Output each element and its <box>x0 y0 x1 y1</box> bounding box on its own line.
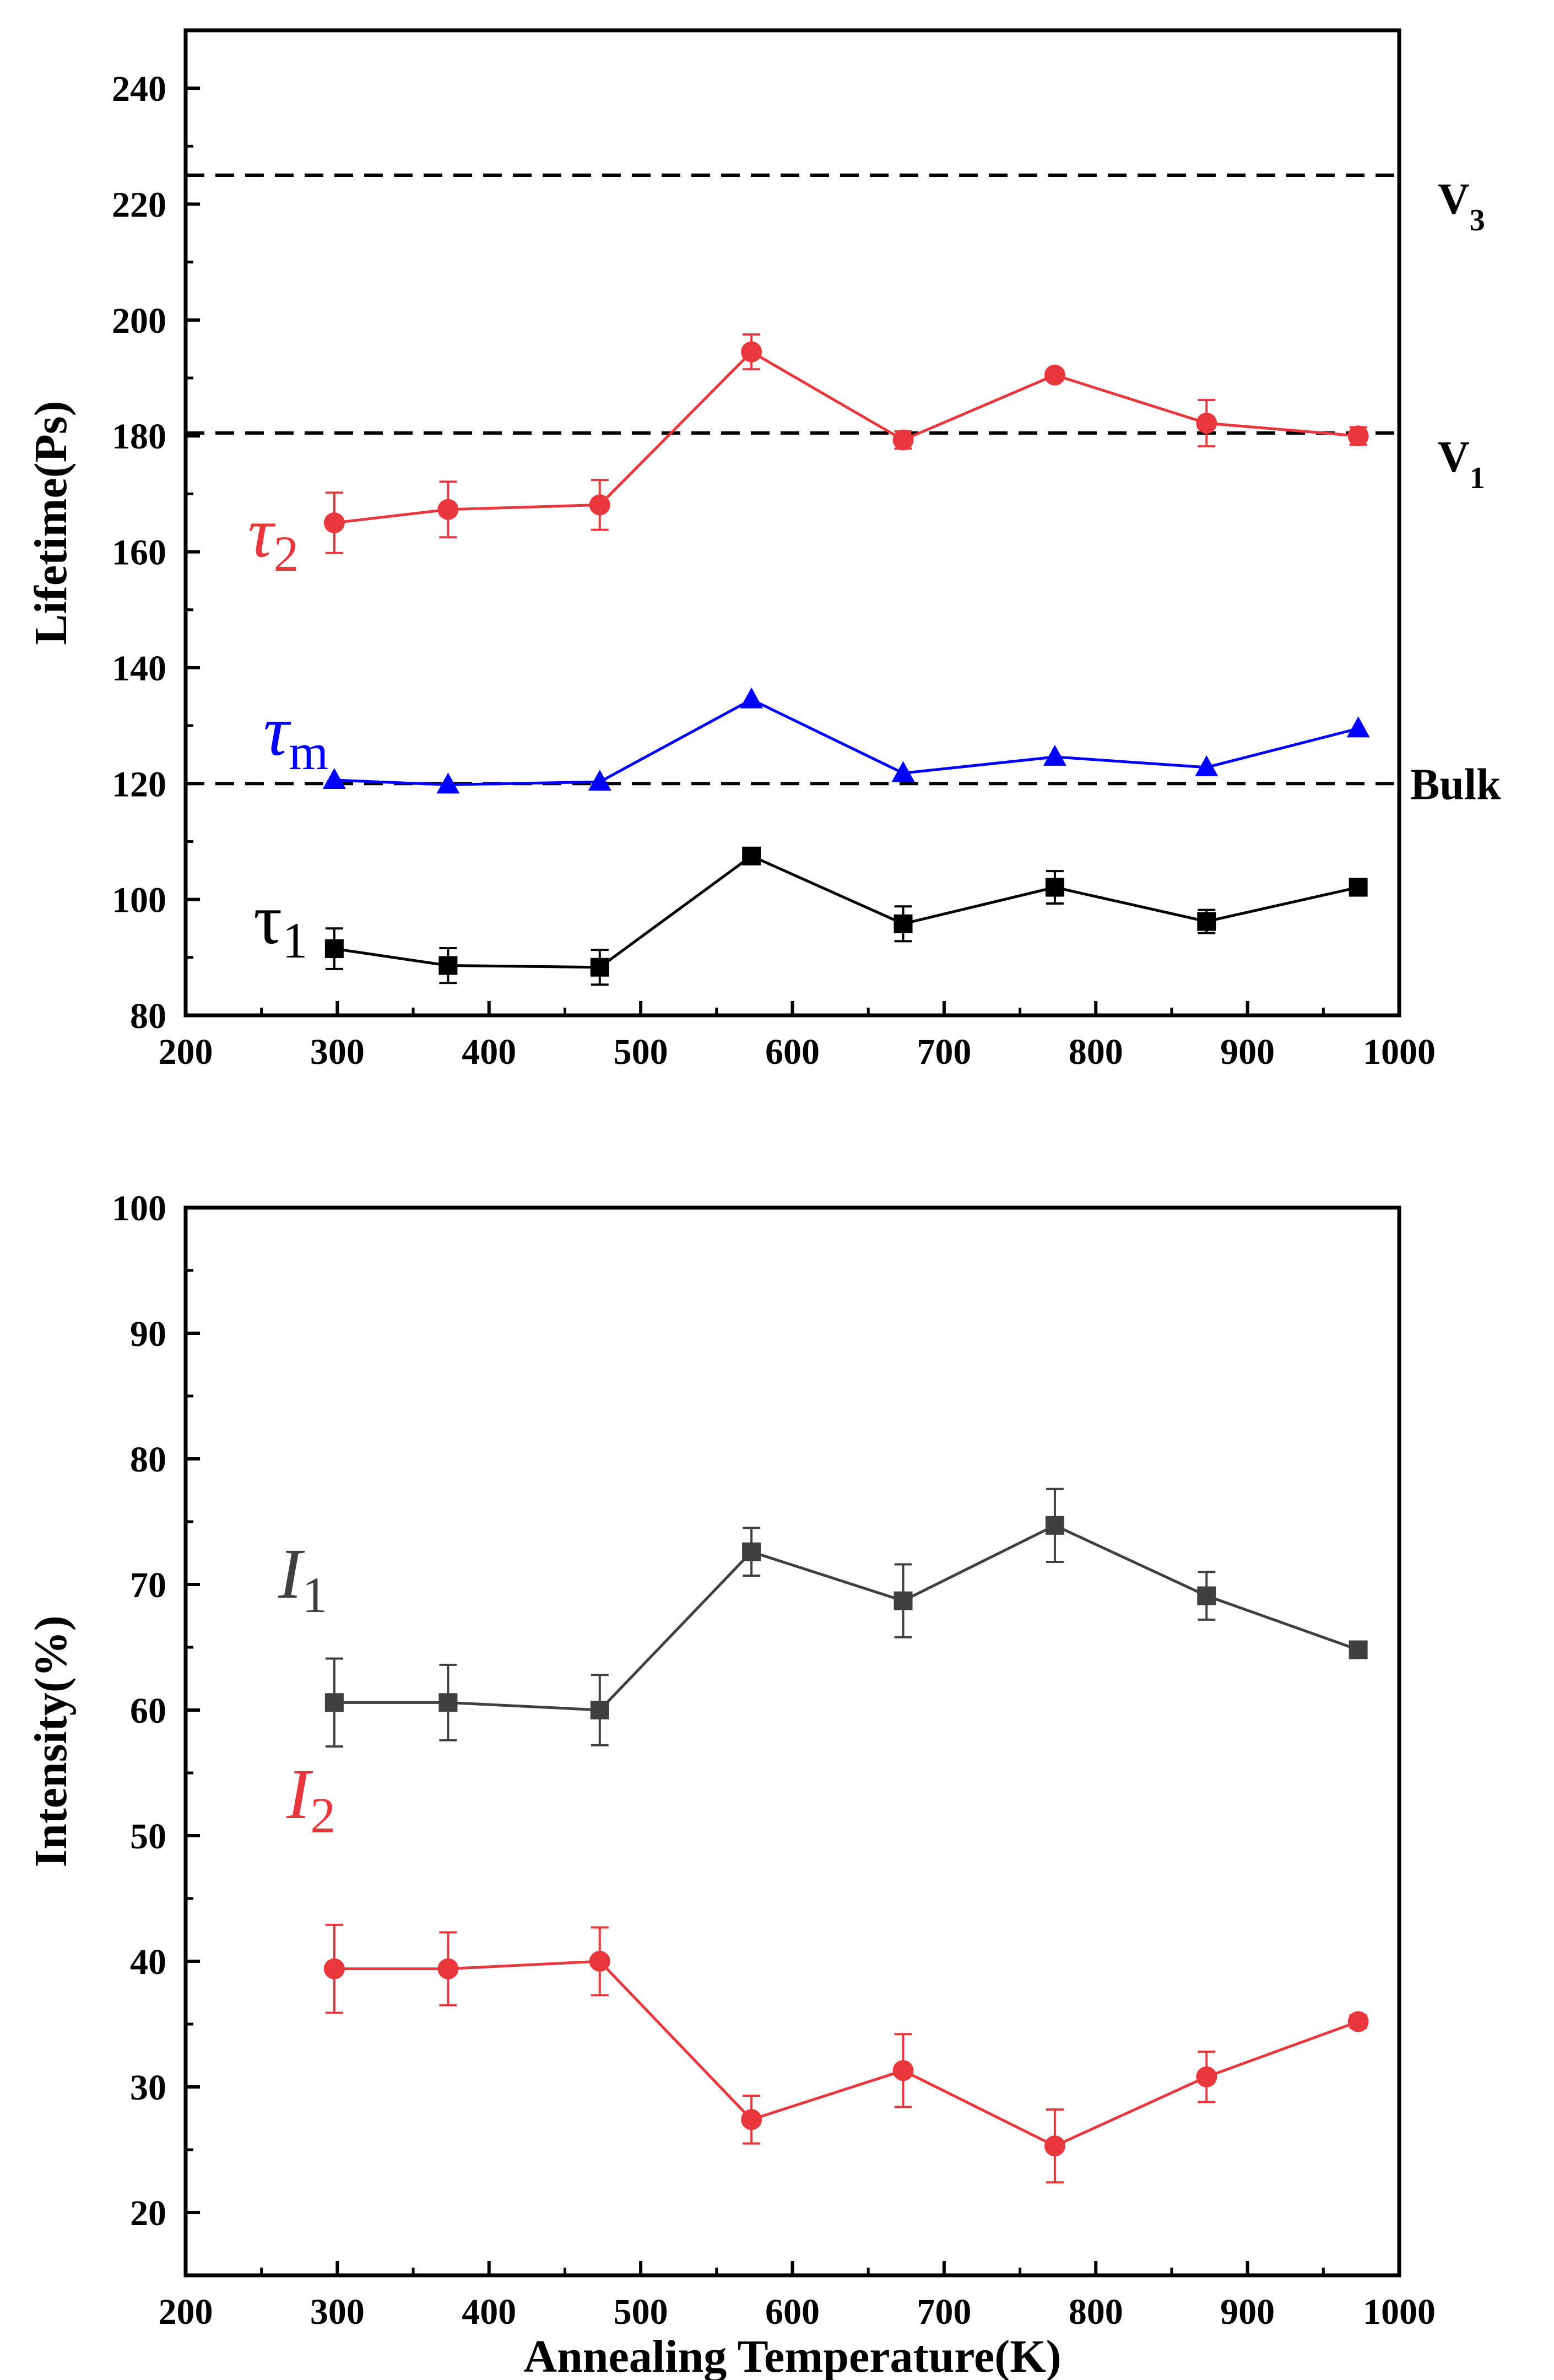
data-point <box>1195 755 1219 776</box>
series-label: I1 <box>278 1534 327 1623</box>
x-tick-label: 500 <box>614 1032 668 1072</box>
data-point <box>589 494 610 516</box>
series-line <box>334 854 1359 969</box>
series-line <box>334 697 1359 786</box>
data-point <box>588 770 611 791</box>
data-point <box>324 1693 344 1712</box>
y-axis-title: Lifetime(Ps) <box>25 401 77 645</box>
y-tick-label: 60 <box>130 1691 166 1731</box>
data-point <box>1044 2135 1065 2157</box>
y-tick-label: 240 <box>112 69 166 109</box>
series-line <box>334 1960 1359 2148</box>
y-tick-label: 50 <box>130 1816 166 1857</box>
lifetime-chart: V3 V1 Bulk 80 100 120 140 160 180 200 220 240 200 300… <box>25 28 1501 1072</box>
x-tick-label: 900 <box>1220 2292 1275 2332</box>
data-point <box>1349 878 1368 897</box>
x-tick-label: 1000 <box>1363 1032 1436 1072</box>
data-point <box>742 1542 761 1561</box>
data-point <box>1045 878 1064 897</box>
series-label: τm <box>263 691 328 780</box>
data-point <box>437 499 459 520</box>
x-tick-label: 200 <box>159 2292 213 2332</box>
x-tick-label: 200 <box>159 1032 213 1072</box>
y-tick-label: 80 <box>130 1440 166 1480</box>
x-tick-label: 700 <box>917 1032 971 1072</box>
x-tick-label: 300 <box>310 2292 365 2332</box>
data-point <box>1196 2066 1217 2087</box>
x-tick-label: 600 <box>765 2292 820 2332</box>
series-label: τ2 <box>248 493 299 582</box>
y-tick-label: 140 <box>112 648 166 689</box>
y-tick-label: 120 <box>112 764 166 804</box>
series-label: τ1 <box>253 880 307 969</box>
data-point <box>1044 364 1065 386</box>
data-point <box>590 1701 609 1719</box>
plot-frame <box>183 1205 1401 2278</box>
plot-frame <box>183 28 1401 1018</box>
data-point <box>742 846 761 866</box>
data-point <box>589 1951 610 1972</box>
data-point <box>740 687 764 708</box>
series-line <box>334 1524 1359 1712</box>
x-tick-label: 600 <box>765 1032 820 1072</box>
data-point <box>322 767 346 789</box>
data-point <box>741 341 762 363</box>
data-point <box>1347 2011 1369 2032</box>
data-point <box>1346 716 1370 738</box>
x-tick-label: 400 <box>462 1032 516 1072</box>
x-tick-label: 1000 <box>1363 2292 1436 2332</box>
data-point <box>438 1693 458 1712</box>
data-point <box>891 761 915 782</box>
y-tick-label: 160 <box>112 533 166 573</box>
x-tick-label: 800 <box>1069 1032 1123 1072</box>
data-point <box>1197 1586 1216 1605</box>
x-tick-label: 400 <box>462 2292 516 2332</box>
x-tick-label: 900 <box>1220 1032 1275 1072</box>
x-tick-label: 300 <box>310 1032 365 1072</box>
data-point <box>894 914 913 933</box>
data-point <box>437 1958 459 1979</box>
data-point <box>438 956 458 975</box>
x-tick-label: 500 <box>614 2292 668 2332</box>
y-tick-label: 100 <box>112 880 166 921</box>
y-tick-label: 100 <box>112 1188 166 1229</box>
x-tick-label: 700 <box>917 2292 971 2332</box>
reference-line-label: V3 <box>1438 175 1485 237</box>
data-point <box>1347 425 1369 447</box>
y-tick-label: 30 <box>130 2068 166 2108</box>
y-tick-label: 200 <box>112 301 166 341</box>
y-tick-label: 20 <box>130 2193 166 2233</box>
data-point <box>1196 413 1217 434</box>
y-tick-label: 70 <box>130 1565 166 1605</box>
y-tick-label: 180 <box>112 416 166 457</box>
data-point <box>892 2060 914 2081</box>
y-tick-label: 40 <box>130 1942 166 1982</box>
series-line <box>334 350 1358 524</box>
data-point <box>1349 1640 1368 1659</box>
data-point <box>436 772 460 794</box>
y-tick-label: 80 <box>130 996 166 1036</box>
y-tick-label: 90 <box>130 1314 166 1354</box>
intensity-chart: 20 30 40 50 60 70 80 90 100 200 300 400 500 600 700 800… <box>25 1188 1436 2380</box>
data-point <box>1045 1516 1064 1535</box>
data-point <box>1197 912 1216 931</box>
x-tick-label: 800 <box>1069 2292 1123 2332</box>
x-axis-title: Annealing Temperature(K) <box>523 2331 1061 2380</box>
data-point <box>323 512 345 533</box>
series-label: I2 <box>286 1755 335 1843</box>
reference-line-label: V1 <box>1438 433 1485 495</box>
data-point <box>323 1958 345 1979</box>
y-axis-title: Intensity(%) <box>25 1615 77 1867</box>
data-point <box>892 429 914 451</box>
data-point <box>894 1591 913 1610</box>
y-tick-label: 220 <box>112 185 166 225</box>
reference-line-label: Bulk <box>1410 760 1501 809</box>
data-point <box>324 939 344 959</box>
data-point <box>1043 744 1066 766</box>
data-point <box>741 2109 762 2130</box>
data-point <box>590 958 609 977</box>
